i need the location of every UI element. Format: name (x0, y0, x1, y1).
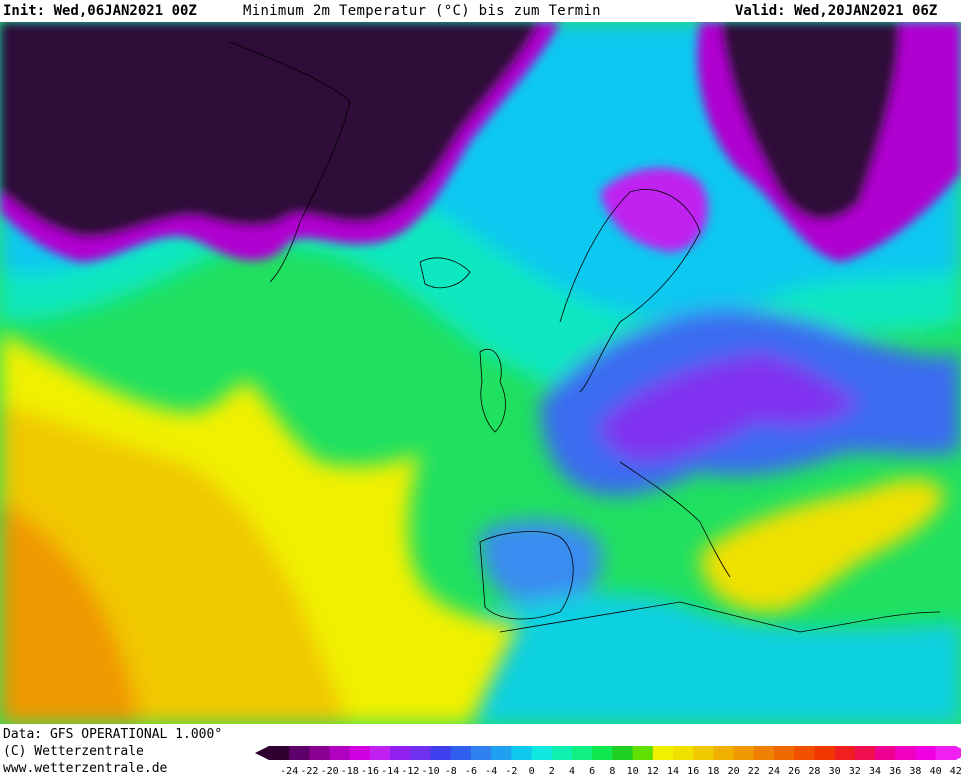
legend-tick-label: -22 (300, 766, 318, 777)
legend-swatch (794, 746, 815, 760)
zone-deep-cold-greenland (0, 22, 540, 238)
legend-swatch (370, 746, 391, 760)
data-source-label: Data: GFS OPERATIONAL 1.000° (3, 727, 223, 742)
legend-swatch (410, 746, 432, 760)
legend-swatch (753, 746, 775, 760)
legend-swatch (693, 746, 714, 760)
legend-tick-label: 6 (589, 766, 595, 777)
legend-swatch (309, 746, 331, 760)
legend-tick-label: -20 (321, 766, 339, 777)
legend-tick-label: -10 (422, 766, 440, 777)
legend-swatch (673, 746, 694, 760)
legend-swatch (834, 746, 856, 760)
north-africa-coast (499, 601, 941, 633)
legend-tick-label: -14 (381, 766, 399, 777)
legend-tick-label: 14 (667, 766, 679, 777)
zone-deep-cold-russia (720, 22, 900, 221)
legend-swatch (713, 746, 735, 760)
legend-swatch (531, 746, 553, 760)
legend-swatch (551, 746, 573, 760)
legend-tick-label: 16 (687, 766, 699, 777)
legend-tick-label: -6 (465, 766, 477, 777)
legend-tick-label: 24 (768, 766, 780, 777)
legend-tick-label: 12 (647, 766, 659, 777)
legend-tick-label: -24 (280, 766, 298, 777)
zone-scandinavia (600, 168, 709, 252)
legend-swatch (612, 746, 634, 760)
legend-tick-label: 22 (748, 766, 760, 777)
legend-tick-label: -16 (361, 766, 379, 777)
italy-coast (619, 461, 731, 578)
legend-tick-label: 10 (627, 766, 639, 777)
legend-tick-label: -4 (485, 766, 497, 777)
legend-tick-label: 34 (869, 766, 881, 777)
zone-purple-europe (600, 352, 860, 462)
legend-tick-label: 38 (909, 766, 921, 777)
legend-tick-label: 8 (609, 766, 615, 777)
zone-orange-atlantic (0, 502, 140, 724)
legend-swatch (652, 746, 674, 760)
color-scale-legend: -24 -22 -20 -18 -16 -14 -12 -10 -8 -6 -4 -2 0 2 4 6 8 10 1… (255, 746, 961, 777)
legend-swatch (854, 746, 876, 760)
legend-swatch (632, 746, 654, 760)
legend-tick-label: -18 (341, 766, 359, 777)
legend-tick-label: 36 (889, 766, 901, 777)
iberia-coast (479, 531, 574, 620)
legend-swatch (935, 746, 957, 760)
legend-tick-label: -8 (445, 766, 457, 777)
legend-swatches (255, 746, 961, 760)
legend-tick-label: 2 (549, 766, 555, 777)
greenland-coast (229, 41, 351, 283)
map-title: Minimum 2m Temperatur (°C) bis zum Termi… (243, 3, 601, 19)
legend-tick-label: -2 (505, 766, 517, 777)
legend-swatch (430, 746, 452, 760)
legend-swatch (774, 746, 795, 760)
legend-tick-label: 32 (849, 766, 861, 777)
valid-time-label: Valid: Wed,20JAN2021 06Z (735, 3, 938, 19)
website-url-label: www.wetterzentrale.de (3, 761, 168, 776)
legend-right-arrow (955, 746, 961, 760)
legend-swatch (875, 746, 896, 760)
british-isles-coast (479, 349, 506, 433)
zone-yellow-mediterranean (700, 478, 945, 612)
legend-swatch (733, 746, 755, 760)
legend-tick-label: -12 (401, 766, 419, 777)
legend-tick-label: 20 (728, 766, 740, 777)
iceland-coast (419, 257, 471, 289)
legend-swatch (349, 746, 371, 760)
legend-swatch (895, 746, 916, 760)
legend-swatch (390, 746, 411, 760)
legend-left-arrow (255, 746, 269, 760)
legend-tick-label: 18 (707, 766, 719, 777)
legend-labels: -24 -22 -20 -18 -16 -14 -12 -10 -8 -6 -4 -2 0 2 4 6 8 10 1… (280, 766, 961, 777)
header-bar: Init: Wed,06JAN2021 00Z Minimum 2m Tempe… (0, 0, 961, 22)
temperature-map (0, 22, 961, 724)
zone-africa (470, 593, 961, 724)
coastlines (229, 41, 941, 633)
legend-tick-label: 4 (569, 766, 575, 777)
legend-tick-label: 30 (829, 766, 841, 777)
copyright-label: (C) Wetterzentrale (3, 744, 144, 759)
legend-swatch (511, 746, 533, 760)
legend-swatch (572, 746, 593, 760)
legend-tick-label: 28 (808, 766, 820, 777)
legend-swatch (450, 746, 472, 760)
legend-swatch (269, 746, 290, 760)
legend-swatch (814, 746, 836, 760)
legend-swatch (491, 746, 512, 760)
legend-swatch (915, 746, 937, 760)
legend-tick-label: 42 (950, 766, 961, 777)
legend-swatch (471, 746, 492, 760)
legend-swatch (329, 746, 351, 760)
legend-tick-label: 0 (529, 766, 535, 777)
legend-swatch (592, 746, 613, 760)
legend-tick-label: 26 (788, 766, 800, 777)
init-time-label: Init: Wed,06JAN2021 00Z (3, 3, 197, 19)
legend-swatch (289, 746, 310, 760)
scandinavia-coast (559, 189, 701, 393)
legend-tick-label: 40 (930, 766, 942, 777)
